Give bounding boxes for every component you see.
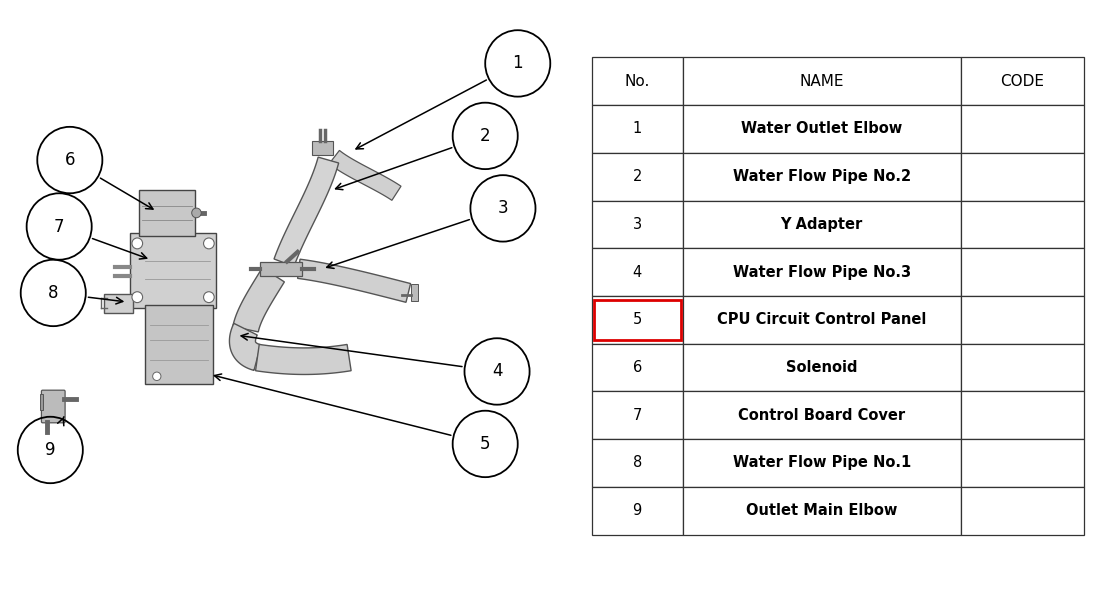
Bar [961,153,1084,201]
Bar [592,439,682,487]
Bar [40,394,43,410]
Bar [592,201,682,248]
Circle shape [132,238,143,249]
Text: Water Outlet Elbow: Water Outlet Elbow [741,121,902,137]
Bar [682,391,961,439]
Bar [682,344,961,391]
Polygon shape [274,157,338,266]
Text: 5: 5 [480,435,490,453]
Polygon shape [255,344,351,374]
Bar [260,262,302,276]
Bar [410,284,418,301]
Text: 8: 8 [48,284,59,302]
Polygon shape [298,259,410,303]
Text: 1: 1 [633,121,641,137]
Bar [682,105,961,153]
Text: 9: 9 [45,441,55,459]
Text: 3: 3 [633,217,641,232]
Bar [592,57,682,105]
Bar [592,153,682,201]
Bar [682,439,961,487]
Text: 9: 9 [633,503,641,518]
Bar [312,141,333,155]
Polygon shape [229,323,261,370]
Text: 7: 7 [633,408,641,423]
Bar [961,439,1084,487]
Bar [682,153,961,201]
Bar [592,487,682,535]
Bar [592,296,682,344]
Bar [961,201,1084,248]
Text: Control Board Cover: Control Board Cover [738,408,906,423]
Text: 8: 8 [633,455,641,471]
Bar [682,248,961,296]
Text: 4: 4 [633,265,641,280]
Bar [961,487,1084,535]
Text: Y Adapter: Y Adapter [781,217,863,232]
FancyBboxPatch shape [41,390,65,423]
Bar [961,105,1084,153]
Text: Water Flow Pipe No.3: Water Flow Pipe No.3 [733,265,911,280]
Circle shape [132,292,143,303]
Bar [594,300,681,340]
Bar [592,344,682,391]
Bar [592,248,682,296]
Bar [682,487,961,535]
Text: No.: No. [625,74,650,89]
Bar [961,248,1084,296]
Bar [682,57,961,105]
Text: 1: 1 [512,54,523,72]
Text: Water Flow Pipe No.1: Water Flow Pipe No.1 [732,455,911,471]
Text: Solenoid: Solenoid [786,360,857,375]
Bar [682,296,961,344]
Text: NAME: NAME [800,74,844,89]
Polygon shape [104,294,133,313]
Polygon shape [330,150,401,201]
Text: CPU Circuit Control Panel: CPU Circuit Control Panel [717,312,927,327]
Bar [961,296,1084,344]
Text: 4: 4 [492,362,502,381]
Bar [961,344,1084,391]
Text: Outlet Main Elbow: Outlet Main Elbow [747,503,897,518]
Circle shape [204,292,215,303]
Text: CODE: CODE [1000,74,1044,89]
Bar [961,57,1084,105]
Text: 2: 2 [633,169,641,184]
Circle shape [191,208,201,218]
Text: 3: 3 [498,199,509,217]
Text: 6: 6 [64,151,75,169]
Text: 6: 6 [633,360,641,375]
Text: 7: 7 [54,217,64,236]
Bar [682,201,961,248]
Bar [592,105,682,153]
Text: 2: 2 [480,127,491,145]
Text: Water Flow Pipe No.2: Water Flow Pipe No.2 [733,169,911,184]
Circle shape [204,238,215,249]
Bar [592,391,682,439]
Circle shape [153,372,161,381]
Bar [131,233,216,308]
Bar [145,305,213,384]
Polygon shape [233,268,284,332]
Bar [961,391,1084,439]
Text: 5: 5 [633,312,641,327]
Bar [139,190,196,236]
